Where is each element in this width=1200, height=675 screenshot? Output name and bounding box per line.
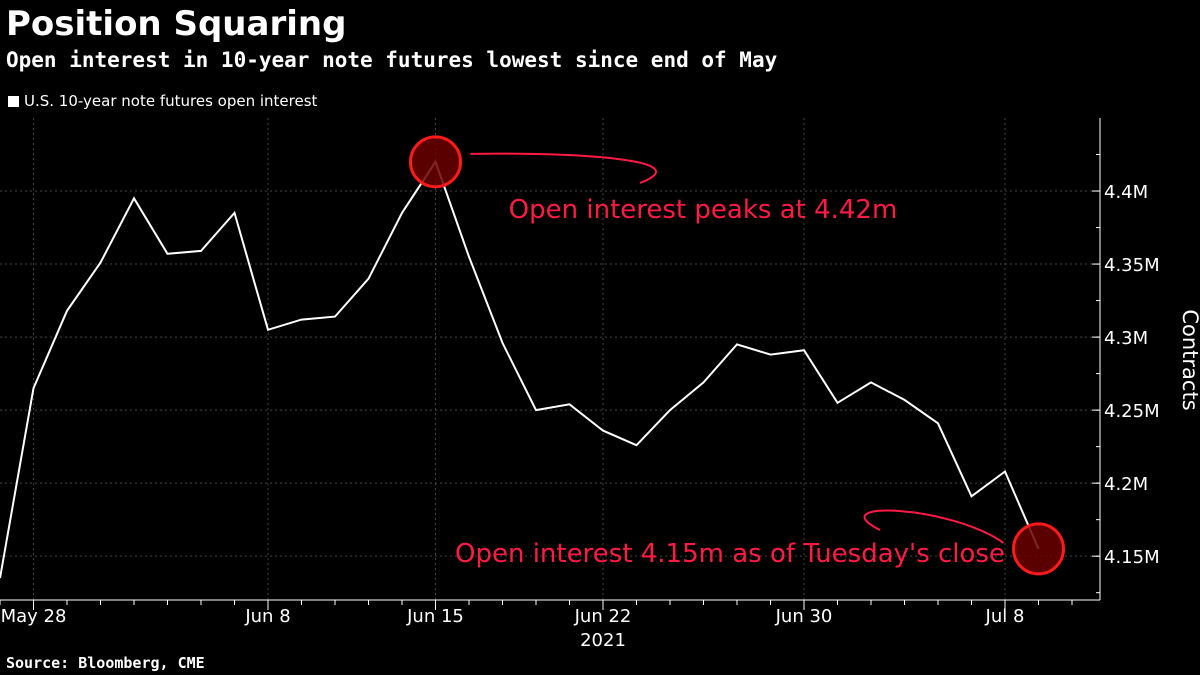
y-tick-label: 4.35M	[1104, 255, 1160, 276]
x-tick-label: Jun 8	[244, 606, 290, 627]
annotations: Open interest peaks at 4.42m Open interes…	[409, 135, 1065, 576]
x-tick-label: Jun 30	[775, 606, 833, 627]
chart-title: Position Squaring	[6, 4, 347, 44]
annotation-latest: Open interest 4.15m as of Tuesday's clos…	[455, 539, 1005, 569]
y-tick-label: 4.25M	[1104, 401, 1160, 422]
series-line	[0, 159, 1040, 579]
y-tick-label: 4.4M	[1104, 182, 1148, 203]
chart-subtitle: Open interest in 10-year note futures lo…	[6, 48, 778, 72]
grid	[0, 118, 1100, 600]
marker-peak	[409, 135, 462, 189]
annotation-peak: Open interest peaks at 4.42m	[509, 195, 898, 225]
x-year-label: 2021	[580, 630, 626, 651]
x-tick-label: Jun 15	[406, 606, 464, 627]
legend: U.S. 10-year note futures open interest	[8, 90, 317, 112]
axes: May 28 Jun 8 Jun 15 Jun 22 Jun 30 Jul 8 2021 4.…	[0, 118, 1200, 651]
callout-line-latest	[863, 509, 1005, 544]
source-note: Source: Bloomberg, CME	[6, 654, 205, 672]
x-tick-label: Jun 22	[574, 606, 632, 627]
marker-latest	[1012, 522, 1065, 576]
y-tick-label: 4.3M	[1104, 328, 1148, 349]
x-tick-label: Jul 8	[985, 606, 1025, 627]
series	[0, 159, 1040, 579]
legend-swatch	[8, 95, 19, 107]
callout-line-peak	[470, 152, 657, 184]
y-tick-label: 4.15M	[1104, 547, 1160, 568]
x-tick-label: May 28	[1, 606, 67, 627]
legend-label: U.S. 10-year note futures open interest	[24, 92, 318, 110]
y-axis-title: Contracts	[1178, 309, 1200, 410]
y-tick-label: 4.2M	[1104, 474, 1148, 495]
